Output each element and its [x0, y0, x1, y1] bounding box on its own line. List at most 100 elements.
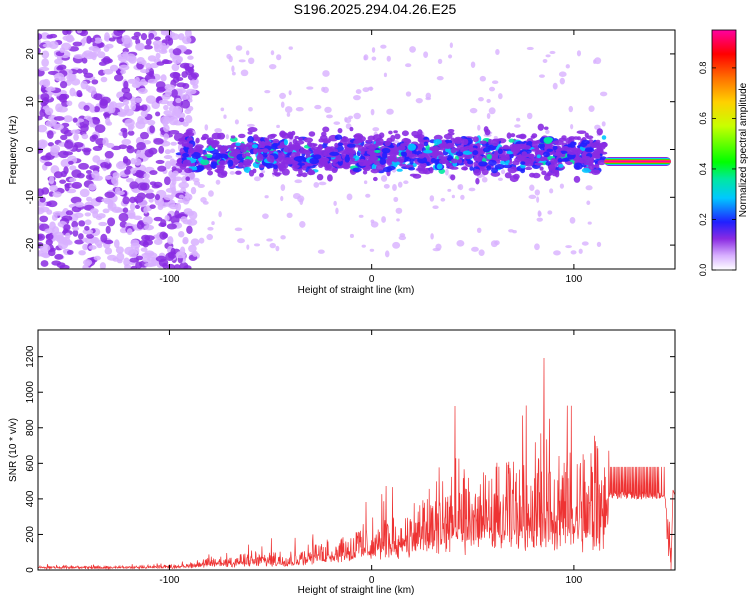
- heatmap-cell: [143, 206, 149, 214]
- heatmap-cell: [371, 56, 377, 61]
- heatmap-cell: [486, 98, 491, 104]
- heatmap-cell: [403, 138, 412, 145]
- heatmap-cell: [115, 161, 127, 170]
- colorbar-tick-label: 0.2: [698, 213, 708, 226]
- heatmap-cell: [553, 140, 564, 146]
- heatmap-cell: [129, 257, 139, 263]
- heatmap-cell: [346, 143, 356, 148]
- heatmap-cell: [577, 149, 582, 155]
- heatmap-cell: [171, 88, 178, 98]
- heatmap-cell: [264, 90, 271, 94]
- heatmap-cell: [479, 140, 487, 145]
- heatmap-cell: [186, 218, 198, 226]
- heatmap-cell: [210, 140, 219, 148]
- heatmap-cell: [447, 188, 452, 192]
- heatmap-cell: [180, 99, 191, 109]
- heatmap-cell: [438, 143, 444, 147]
- heatmap-cell: [97, 51, 106, 59]
- heatmap-cell: [102, 208, 110, 214]
- heatmap-cell: [84, 260, 91, 267]
- heatmap-cell: [251, 144, 258, 149]
- heatmap-cell: [178, 117, 185, 123]
- heatmap-cell: [115, 246, 124, 254]
- y-tick-label: 10: [25, 96, 36, 108]
- heatmap-cell: [172, 170, 179, 177]
- heatmap-cell: [594, 163, 600, 169]
- heatmap-cell: [597, 159, 606, 166]
- heatmap-cell: [153, 216, 163, 222]
- heatmap-cell: [44, 228, 55, 234]
- heatmap-cell: [64, 183, 70, 192]
- heatmap-cell: [91, 170, 100, 180]
- heatmap-cell: [435, 243, 442, 251]
- heatmap-cell: [71, 205, 82, 213]
- heatmap-cell: [403, 180, 409, 185]
- heatmap-cell: [121, 87, 131, 94]
- heatmap-cell: [261, 140, 266, 149]
- heatmap-cell: [173, 105, 183, 114]
- heatmap-cell: [296, 173, 303, 177]
- heatmap-cell: [262, 213, 269, 219]
- heatmap-cell: [53, 171, 63, 179]
- heatmap-cell: [108, 104, 116, 114]
- heatmap-cell: [314, 104, 322, 110]
- heatmap-cell: [438, 146, 446, 151]
- heatmap-cell: [164, 149, 171, 155]
- heatmap-x-label: Height of straight line (km): [298, 285, 415, 296]
- y-tick-label: 800: [25, 419, 36, 436]
- heatmap-cell: [433, 139, 443, 145]
- heatmap-cell: [573, 162, 583, 170]
- heatmap-cell: [244, 161, 249, 165]
- heatmap-cell: [534, 243, 540, 251]
- heatmap-cells: [38, 30, 671, 269]
- heatmap-cell: [148, 197, 154, 203]
- heatmap-cell: [365, 193, 371, 198]
- heatmap-cell: [39, 243, 51, 253]
- heatmap-cell: [215, 179, 221, 185]
- heatmap-cell: [584, 132, 589, 138]
- heatmap-cell: [183, 265, 192, 269]
- heatmap-cell: [98, 61, 107, 66]
- heatmap-cell: [168, 130, 180, 135]
- heatmap-cell: [549, 188, 554, 194]
- heatmap-cell: [100, 76, 108, 83]
- heatmap-cell: [375, 141, 384, 146]
- heatmap-cell: [202, 156, 208, 160]
- heatmap-cell: [106, 121, 113, 126]
- heatmap-cell: [133, 215, 143, 221]
- heatmap-cell: [228, 151, 238, 157]
- heatmap-cell: [237, 238, 245, 244]
- heatmap-cell: [348, 115, 354, 120]
- heatmap-cell: [140, 247, 148, 252]
- heatmap-cell: [178, 231, 185, 238]
- heatmap-cell: [63, 115, 73, 123]
- heatmap-cell: [478, 249, 485, 256]
- heatmap-cell: [543, 136, 554, 143]
- heatmap-cell: [370, 155, 377, 162]
- heatmap-cell: [369, 248, 375, 252]
- heatmap-cell: [101, 57, 111, 63]
- heatmap-cell: [164, 113, 175, 122]
- x-tick-label: 100: [566, 274, 583, 285]
- heatmap-cell: [92, 155, 101, 163]
- heatmap-cell: [543, 126, 549, 130]
- heatmap-cell: [218, 211, 222, 218]
- colorbar-ticks: 0.0 0.2 0.4 0.6 0.8: [698, 62, 736, 276]
- heatmap-cell: [92, 117, 100, 125]
- heatmap-cell: [38, 38, 41, 46]
- heatmap-cell: [123, 257, 130, 267]
- heatmap-cell: [483, 126, 489, 133]
- heatmap-cell: [220, 170, 228, 176]
- heatmap-cell: [392, 184, 397, 191]
- colorbar-label: Normalized spectral amplitude: [738, 82, 749, 217]
- heatmap-cell: [165, 252, 175, 261]
- heatmap-cell: [147, 78, 158, 84]
- heatmap-cell: [534, 144, 540, 152]
- heatmap-cell: [459, 146, 468, 152]
- heatmap-cell: [38, 47, 41, 54]
- heatmap-cell: [475, 177, 480, 185]
- heatmap-cell: [124, 118, 135, 128]
- heatmap-cell: [45, 239, 53, 246]
- heatmap-cell: [164, 176, 171, 186]
- heatmap-cell: [528, 194, 537, 200]
